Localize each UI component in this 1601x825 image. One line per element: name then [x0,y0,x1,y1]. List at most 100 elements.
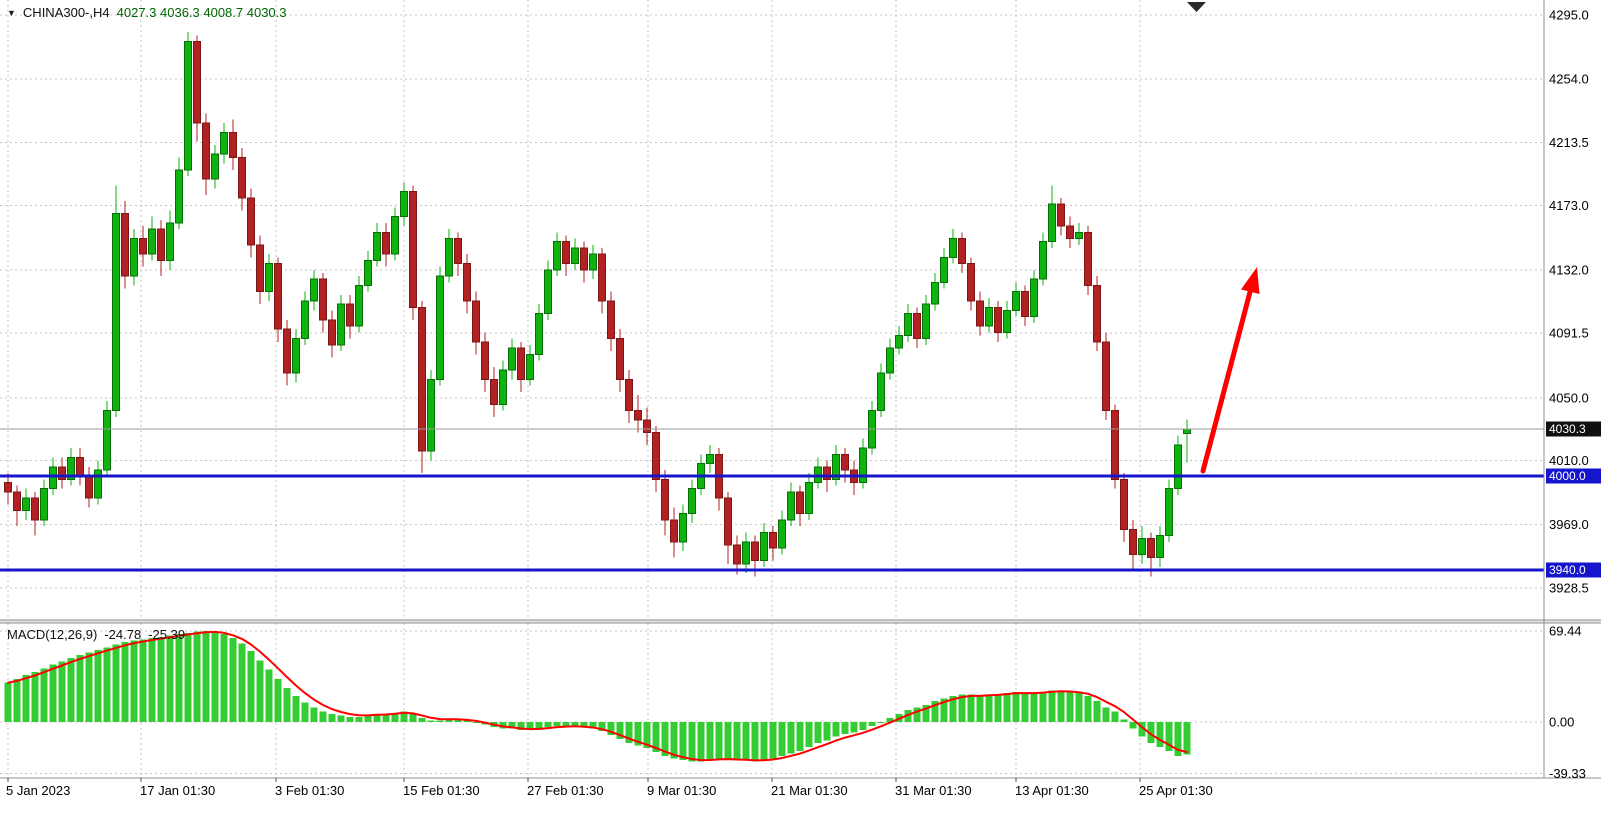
candle-up [265,254,273,302]
macd-histogram-bar [49,664,57,722]
candle-up [400,182,408,227]
candle-down [4,473,12,505]
macd-tick-label: 0.00 [1549,715,1574,730]
macd-histogram-bar [1147,722,1155,743]
macd-histogram-bar [805,722,813,747]
candle-down [481,332,489,392]
candle-up [904,304,912,342]
candle-down [328,310,336,358]
macd-histogram-bar [94,649,102,722]
macd-tick-label: 69.44 [1549,623,1582,638]
price-tick-label: 4213.5 [1549,135,1589,150]
time-tick-label: 9 Mar 01:30 [647,783,716,798]
macd-histogram-bar [265,669,273,722]
trend-arrow-shaft[interactable] [1200,289,1253,474]
candle-up [1138,526,1146,564]
macd-histogram-bar [823,722,831,741]
macd-histogram-bar [706,722,714,761]
macd-histogram-bar [1012,691,1020,722]
macd-histogram-bar [913,707,921,722]
trend-arrow-head[interactable] [1241,267,1260,294]
macd-histogram-bar [85,652,93,722]
panel-dividers[interactable] [0,0,1601,779]
candle-up [679,504,687,552]
macd-tick-label: -39.33 [1549,766,1586,781]
candle-up [778,510,786,555]
candle-up [1165,479,1173,542]
candle-down [247,188,255,258]
macd-histogram-bar [211,631,219,722]
macd-histogram-bar [310,707,318,722]
candle-down [319,272,327,333]
panel-splitter[interactable] [0,620,1601,623]
candle-up [535,304,543,361]
macd-histogram-bar [13,678,21,722]
candle-up [1012,282,1020,317]
level-price-badge: 3940.0 [1546,562,1601,578]
macd-histogram-bar [814,722,822,743]
macd-histogram-bar [1075,693,1083,722]
macd-histogram-bar [724,722,732,759]
candle-up [553,232,561,277]
macd-histogram-bar [328,714,336,722]
svg-text:3940.0: 3940.0 [1549,563,1586,577]
macd-histogram-bar [643,722,651,749]
candle-down [958,232,966,273]
candle-down [409,185,417,320]
macd-histogram-bar [400,711,408,722]
time-tick-label: 17 Jan 01:30 [140,783,215,798]
macd-histogram-bar [193,631,201,722]
candle-down [238,147,246,211]
macd-histogram-bar [994,694,1002,722]
macd-histogram-bar [238,643,246,722]
macd-histogram-bar [904,710,912,722]
macd-histogram-bar [184,632,192,722]
macd-histogram-bar [922,704,930,722]
candle-down [1066,216,1074,248]
collapse-arrow-icon[interactable]: ▼ [7,8,16,18]
candle-up [373,222,381,267]
macd-histogram-bar [697,722,705,762]
candle-down [1111,404,1119,489]
candle-down [256,235,264,305]
candle-up [697,454,705,495]
candle-up [184,32,192,177]
macd-name-label: MACD(12,26,9) [7,627,98,642]
macd-histogram-bar [355,716,363,722]
macd-histogram-bar [319,711,327,722]
macd-histogram-bar [553,722,561,726]
price-axis[interactable]: 4295.0 4254.0 4213.5 4173.0 4132.0 4091.5 4050… [1546,8,1601,782]
candle-up [445,229,453,283]
macd-histogram-bar [427,720,435,722]
candle-up [427,369,435,461]
candle-down [193,35,201,142]
macd-histogram-bar [1021,693,1029,722]
candle-down [1093,276,1101,352]
candle-down [1129,519,1137,572]
macd-histogram-bar [148,638,156,722]
macd-histogram-bar [958,694,966,722]
indicator-label: MACD(12,26,9) -24.78 -25.39 [7,627,185,642]
macd-histogram-bar [607,722,615,736]
candle-down [58,457,66,489]
candle-down [976,291,984,336]
candle-up [922,294,930,345]
support-resistance-lines[interactable] [0,474,1544,572]
time-axis[interactable]: 5 Jan 2023 17 Jan 01:30 3 Feb 01:30 15 Feb … [6,778,1213,798]
candle-down [454,232,462,277]
macd-histogram-bar [283,687,291,722]
macd-histogram-bar [274,678,282,722]
macd-histogram-bar [1138,722,1146,737]
time-tick-label: 13 Apr 01:30 [1015,783,1089,798]
candle-up [1075,222,1083,245]
svg-text:4030.3: 4030.3 [1549,422,1586,436]
chart-annotations[interactable] [1187,2,1260,474]
macd-histogram-bar [796,722,804,751]
candle-up [868,401,876,455]
candle-down [472,291,480,355]
candle-down [76,448,84,486]
macd-histogram-bar [202,630,210,722]
macd-histogram-bar [1111,711,1119,722]
candle-up [1030,269,1038,323]
